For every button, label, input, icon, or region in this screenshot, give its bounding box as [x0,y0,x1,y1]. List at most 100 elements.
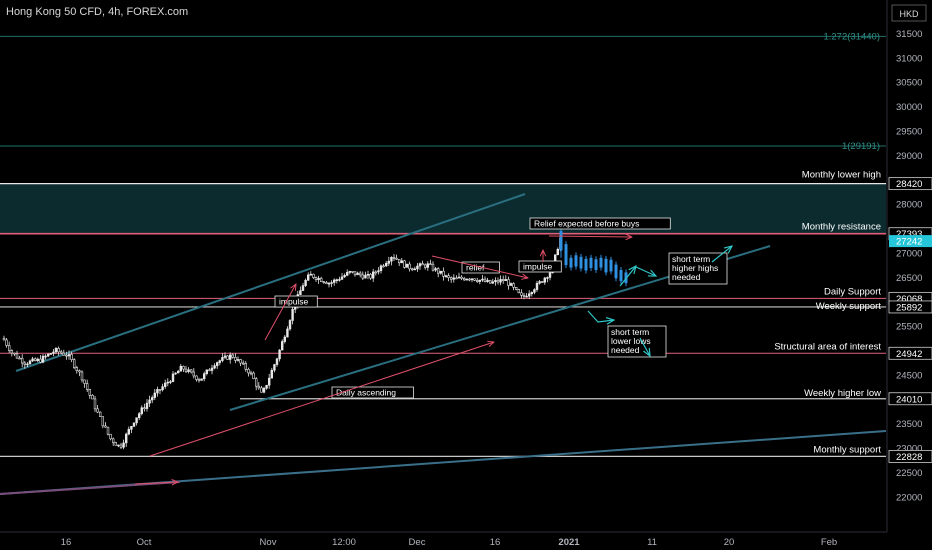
candle-down [473,278,476,281]
candle-up [366,274,370,276]
candle-up [31,358,34,362]
projection-candle [589,257,593,269]
candle-down [80,371,84,381]
price-tag-label: 26068 [896,294,922,305]
candle-down [39,358,42,363]
cyan-arrow [619,266,636,287]
candle-down [483,278,487,282]
candle-up [364,274,367,279]
candle-up [509,283,513,286]
red-arrow [134,482,178,484]
candle-down [496,280,500,283]
candle-up [135,417,138,424]
price-tick-label: 24500 [896,370,922,381]
projection-candle [609,259,613,272]
impulse-label-2: impulse [523,262,553,272]
candle-up [291,309,294,321]
price-tick-label: 30500 [896,78,922,89]
price-tag [888,392,932,406]
candle-down [226,355,229,360]
candle-up [371,271,375,279]
currency-button[interactable]: HKD [891,4,927,22]
candle-down [197,379,201,381]
projection-candle [619,269,623,282]
candle-up [187,369,190,372]
projection-candle [614,264,618,279]
candle-up [153,392,156,398]
candle-up [348,270,351,273]
candle-down [192,371,195,377]
candle-up [530,292,534,295]
candle-up [491,281,494,284]
candle-down [86,383,89,390]
currency-label: HKD [899,9,919,19]
price-tick-label: 30000 [896,102,922,113]
candle-down [429,263,432,266]
candle-down [13,352,16,355]
price-tick-label: 29000 [896,151,922,162]
candle-up [478,279,481,282]
candle-up [164,382,167,387]
candle-down [353,271,357,276]
candle-up [140,407,143,414]
resistance-zone [0,183,886,234]
candle-down [462,278,466,281]
time-tick-label: 16 [61,537,72,548]
candle-up [130,425,133,430]
candle-up [299,290,302,295]
candle-up [223,355,227,358]
candle-up [161,386,164,391]
candle-down [234,356,237,361]
candle-up [387,260,390,264]
candle-up [384,263,388,267]
candle-down [447,275,450,279]
candle-down [59,351,63,354]
candle-down [382,265,385,268]
candle-down [18,357,21,360]
candle-down [403,260,406,268]
candle-up [216,362,219,366]
higher-highs-note-line: short term [672,254,710,264]
level-label: Monthly lower high [802,170,881,181]
fib-label: 1(29191) [842,141,880,152]
projection-candle [599,257,603,268]
candle-down [119,444,123,448]
candle-down [431,263,435,271]
candle-down [260,387,263,393]
candle-down [62,352,66,356]
price-tag [888,450,932,463]
cyan-arrow [635,266,656,276]
time-tick-label: 2021 [558,537,580,548]
candle-up [330,282,333,284]
price-tick-label: 26500 [896,273,922,284]
candle-up [465,278,468,281]
candle-down [91,394,94,400]
candle-up [28,360,32,365]
red-arrow [264,284,296,341]
lower-lows-note-line: needed [611,345,640,355]
candle-down [247,369,250,374]
candle-down [436,268,440,274]
candle-down [322,281,325,283]
time-tick-label: Dec [409,537,426,548]
candle-up [426,263,429,268]
candle-up [457,276,461,279]
candle-down [73,359,76,368]
candle-up [486,279,489,282]
candle-down [15,353,19,359]
candle-down [33,358,37,362]
daily-ascending-label-box [331,386,414,399]
candle-up [26,363,29,366]
price-tick-label: 23000 [896,444,922,455]
candle-down [109,433,112,440]
higher-highs-note-line: needed [672,272,701,282]
time-tick-label: 12:00 [332,537,356,548]
candle-down [358,272,362,276]
level-label: Monthly support [813,444,881,455]
candle-up [210,367,214,371]
price-tick-label: 25500 [896,322,922,333]
candle-down [249,372,253,375]
impulse-label-2-box [518,260,562,273]
candle-down [314,277,318,281]
